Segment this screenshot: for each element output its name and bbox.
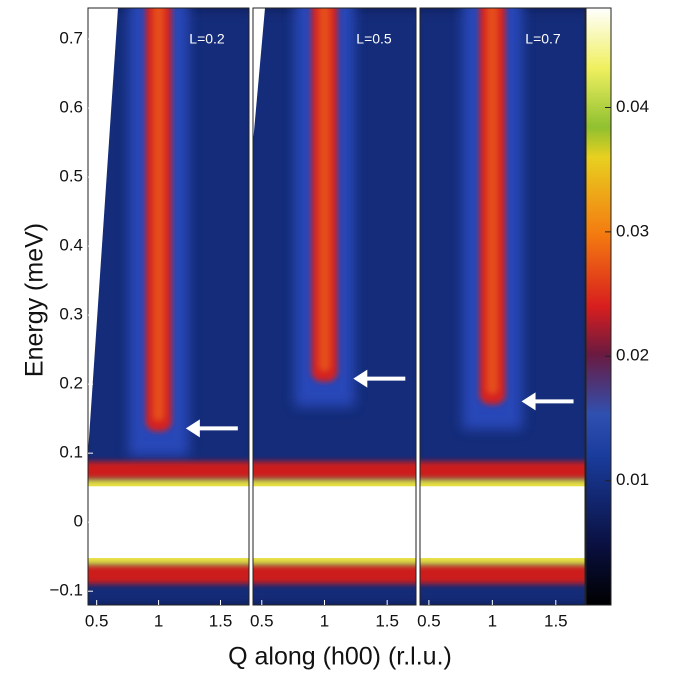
y-axis-label: Energy (meV) (21, 223, 49, 377)
y-tick-label: 0.6 (59, 98, 83, 117)
x-tick-label: 1 (320, 611, 329, 630)
y-tick-label: 0.2 (59, 374, 83, 393)
elastic-line (253, 486, 416, 559)
x-tick-label: 1.5 (375, 611, 399, 630)
colorbar-tick-label: 0.03 (616, 221, 649, 240)
x-tick-label: 1.5 (209, 611, 233, 630)
streak-core (318, 8, 331, 372)
colorbar-tick-label: 0.01 (616, 470, 649, 489)
streak-core (486, 8, 499, 395)
panel-annotation: L=0.7 (525, 31, 561, 47)
x-axis-label: Q along (h00) (r.l.u.) (228, 643, 452, 671)
x-tick-label: 0.5 (250, 611, 274, 630)
x-tick-label: 0.5 (85, 611, 109, 630)
y-tick-label: 0.4 (59, 236, 83, 255)
y-tick-label: 0.7 (59, 29, 83, 48)
y-tick-label: 0 (74, 512, 83, 531)
inelastic-band (420, 563, 585, 584)
panel-frame (87, 7, 250, 606)
inelastic-band (253, 563, 416, 584)
panel-annotation: L=0.5 (356, 31, 392, 47)
panel-frame (252, 7, 417, 606)
colorbar-tick-label: 0.02 (616, 346, 649, 365)
elastic-line (420, 486, 585, 559)
y-tick-label: 0.1 (59, 443, 83, 462)
x-tick-label: 0.5 (417, 611, 441, 630)
inelastic-band (88, 563, 249, 584)
y-tick-label: −0.1 (49, 581, 83, 600)
arrow-head (185, 419, 200, 438)
arrow-head (353, 369, 368, 388)
colorbar-tick-label: 0.04 (616, 97, 649, 116)
inelastic-band (88, 461, 249, 480)
panel-annotation: L=0.2 (189, 31, 225, 47)
inelastic-band (420, 461, 585, 480)
elastic-line (88, 486, 249, 559)
x-tick-label: 1 (488, 611, 497, 630)
x-tick-label: 1 (154, 611, 163, 630)
out-of-range (88, 8, 118, 454)
heatmap-panel (253, 8, 416, 605)
colorbar (585, 7, 612, 606)
panel-frame (419, 7, 586, 606)
streak-core (152, 8, 165, 422)
arrow-head (521, 392, 536, 411)
x-tick-label: 1.5 (544, 611, 568, 630)
out-of-range (253, 8, 265, 143)
y-tick-label: 0.3 (59, 305, 83, 324)
heatmap-panel (420, 8, 585, 605)
inelastic-band (253, 461, 416, 480)
y-tick-label: 0.5 (59, 167, 83, 186)
heatmap-panel (88, 8, 249, 605)
